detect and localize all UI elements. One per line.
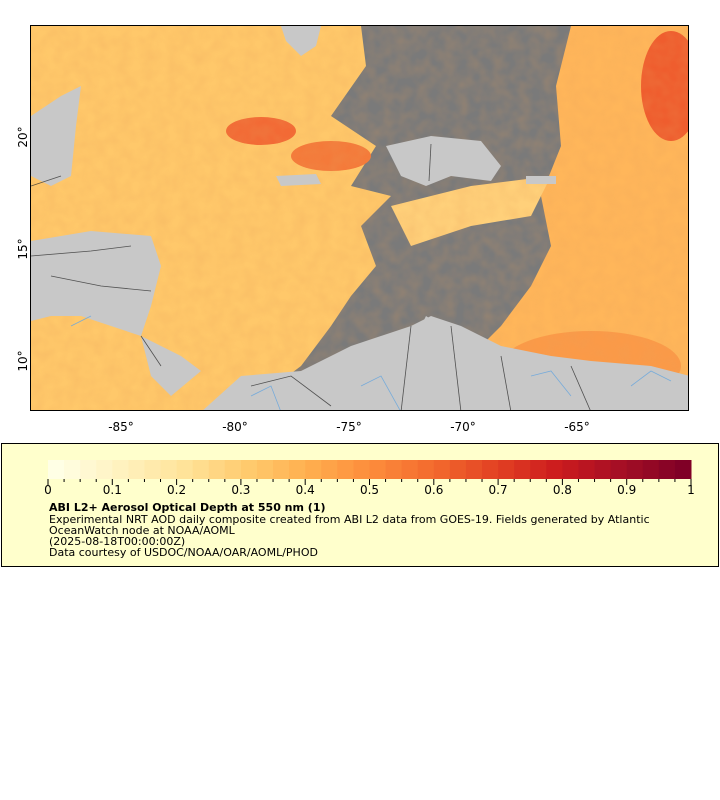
colorbar-segment: [80, 460, 97, 479]
legend-title: ABI L2+ Aerosol Optical Depth at 550 nm …: [49, 501, 326, 514]
colorbar-segment: [401, 460, 419, 479]
colorbar-segment: [256, 460, 274, 479]
lat-label: 10°: [16, 350, 30, 372]
land-hispaniola: [386, 136, 501, 186]
colorbar-tick-label: 0.3: [231, 483, 251, 497]
colorbar-segment: [96, 460, 113, 479]
colorbar-tick-label: 0.4: [295, 483, 315, 497]
colorbar-segment: [369, 460, 387, 479]
colorbar-segment: [498, 460, 515, 479]
land-south-america: [203, 316, 688, 410]
colorbar-segment: [562, 460, 579, 479]
land-florida: [281, 26, 321, 56]
country-borders: [31, 143, 591, 410]
land-puerto-rico: [526, 176, 556, 184]
colorbar-segment: [594, 460, 612, 479]
colorbar-segment: [273, 460, 290, 479]
colorbar-segment: [240, 460, 258, 479]
colorbar-segment: [144, 460, 162, 479]
colorbar-segment: [224, 460, 242, 479]
map-panel[interactable]: [30, 25, 689, 411]
colorbar-segment: [626, 460, 644, 479]
lat-label: 20°: [16, 126, 30, 148]
colorbar-segment: [610, 460, 628, 479]
colorbar-tick-label: 0.1: [102, 483, 122, 497]
colorbar-segment: [642, 460, 660, 479]
colorbar-segment: [289, 460, 306, 479]
land-panama: [141, 336, 201, 396]
land-central-america: [31, 231, 161, 336]
lon-label: -80°: [222, 420, 248, 434]
lat-label: 15°: [16, 238, 30, 260]
colorbar-segment: [465, 460, 483, 479]
aod-map-image: [31, 26, 688, 410]
colorbar-segment: [305, 460, 322, 479]
legend-panel: 0 0.1 0.2 0.3 0.4 0.5 0.6 0.7 0.8 0.9 1 ABI L2+ Ae…: [1, 443, 719, 567]
colorbar-tick-label: 0.5: [359, 483, 380, 497]
colorbar-segment: [160, 460, 178, 479]
colorbar-tick-label: 1: [687, 483, 695, 497]
legend-date: (2025-08-18T00:00:00Z): [49, 535, 186, 548]
colorbar-segment: [578, 460, 596, 479]
land-jamaica: [276, 174, 321, 186]
colorbar-segment: [64, 460, 81, 479]
lon-label: -65°: [564, 420, 590, 434]
colorbar-segment: [417, 460, 435, 479]
colorbar-segment: [192, 460, 210, 479]
colorbar-segment: [385, 460, 403, 479]
colorbar-segment: [433, 460, 451, 479]
rivers: [70, 315, 672, 410]
colorbar-segment: [353, 460, 370, 479]
lon-label: -75°: [336, 420, 362, 434]
colorbar-tick-label: 0.6: [424, 483, 444, 497]
colorbar-segment: [530, 460, 547, 479]
colorbar-segment: [208, 460, 226, 479]
colorbar-tick-label: 0.2: [167, 483, 187, 497]
colorbar-segment: [112, 460, 129, 479]
legend-description: Experimental NRT AOD daily composite cre…: [49, 513, 650, 526]
colorbar-segment: [546, 460, 563, 479]
colorbar: [47, 460, 692, 485]
colorbar-segment: [176, 460, 194, 479]
lon-label: -85°: [108, 420, 134, 434]
legend-credit: Data courtesy of USDOC/NOAA/OAR/AOML/PHO…: [49, 546, 318, 559]
land-yucatan: [31, 86, 81, 186]
colorbar-segment: [658, 460, 676, 479]
colorbar-tick-label: 0.7: [488, 483, 508, 497]
lon-label: -70°: [450, 420, 476, 434]
colorbar-segment: [337, 460, 354, 479]
colorbar-tick-label: 0: [44, 483, 52, 497]
colorbar-segment: [674, 460, 692, 479]
land-guajira: [406, 316, 441, 386]
colorbar-tick-label: 0.9: [617, 483, 637, 497]
colorbar-segment: [482, 460, 499, 479]
legend-description-2: OceanWatch node at NOAA/AOML: [49, 524, 235, 537]
colorbar-segment: [128, 460, 145, 479]
colorbar-segment: [514, 460, 531, 479]
colorbar-segment: [449, 460, 467, 479]
colorbar-segment: [48, 460, 65, 479]
colorbar-tick-label: 0.8: [552, 483, 572, 497]
colorbar-segment: [321, 460, 338, 479]
